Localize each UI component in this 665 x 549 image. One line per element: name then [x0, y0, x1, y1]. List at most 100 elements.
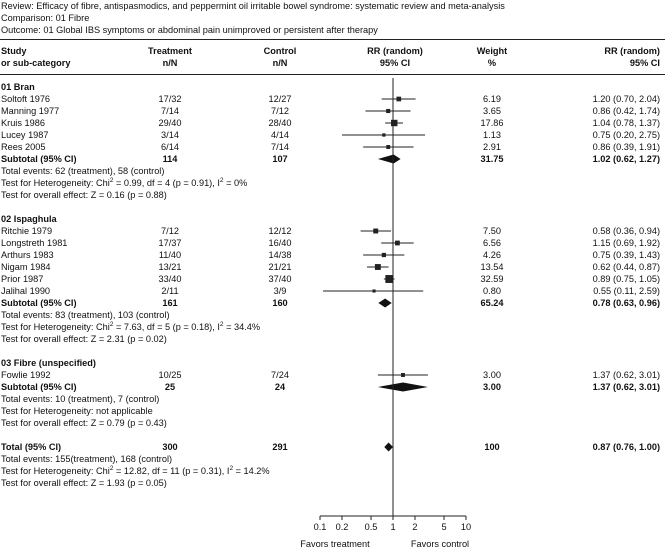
group-title: 02 Ispaghula — [1, 214, 57, 224]
subtotal-diamond — [377, 154, 401, 164]
x-tick-label: 2 — [412, 522, 417, 532]
weight-value: 13.54 — [480, 262, 504, 272]
rr-ci-value: 0.75 (0.39, 1.43) — [592, 250, 660, 260]
x-tick-label: 0.2 — [336, 522, 349, 532]
group-title: 01 Bran — [1, 82, 35, 92]
control-count: 7/24 — [271, 370, 289, 380]
weight-value: 4.26 — [483, 250, 501, 260]
rr-ci-value: 0.55 (0.11, 2.59) — [593, 286, 660, 296]
control-count: 12/27 — [268, 94, 292, 104]
treatment-count: 3/14 — [161, 130, 179, 140]
control-count: 28/40 — [268, 118, 292, 128]
treatment-count: 25 — [164, 382, 176, 392]
rr-ci-value: 0.86 (0.39, 1.91) — [592, 142, 660, 152]
header-bottom-rule — [0, 74, 665, 75]
col-rr-plot-header: RR (random) — [367, 46, 423, 56]
right-favors-label: Favors control — [410, 539, 470, 549]
rr-ci-value: 1.37 (0.62, 3.01) — [592, 382, 660, 392]
group-note: Test for Heterogeneity: Chi2 = 7.63, df … — [1, 320, 261, 332]
total-note: Test for overall effect: Z = 1.93 (p = 0… — [1, 478, 167, 488]
rr-ci-value: 0.87 (0.76, 1.00) — [592, 442, 660, 452]
group-note: Test for overall effect: Z = 0.79 (p = 0… — [1, 418, 167, 428]
subtotal-diamond — [377, 382, 428, 392]
group-note: Total events: 83 (treatment), 103 (contr… — [1, 310, 170, 320]
subtotal-label: Subtotal (95% CI) — [1, 298, 77, 308]
treatment-count: 7/14 — [161, 106, 179, 116]
study-name: Jalihal 1990 — [1, 286, 51, 296]
control-count: 37/40 — [268, 274, 292, 284]
control-count: 7/14 — [271, 142, 289, 152]
total-note: Total events: 155(treatment), 168 (contr… — [1, 454, 173, 464]
control-count: 107 — [272, 154, 288, 164]
rr-ci-value: 0.78 (0.63, 0.96) — [592, 298, 660, 308]
weight-value: 1.13 — [483, 130, 501, 140]
treatment-count: 17/37 — [158, 238, 182, 248]
col-control-header: Control — [263, 46, 297, 56]
control-count: 16/40 — [268, 238, 292, 248]
rr-ci-value: 1.37 (0.62, 3.01) — [592, 370, 660, 380]
header-top-rule — [0, 39, 665, 40]
col-rr-plot-header-sub: 95% CI — [379, 58, 411, 68]
weight-value: 2.91 — [483, 142, 501, 152]
study-name: Manning 1977 — [1, 106, 60, 116]
weight-value: 65.24 — [480, 298, 504, 308]
treatment-count: 300 — [162, 442, 178, 452]
treatment-count: 161 — [162, 298, 178, 308]
subtotal-label: Subtotal (95% CI) — [1, 382, 77, 392]
subtotal-label: Subtotal (95% CI) — [1, 154, 77, 164]
col-study-header: Study — [1, 46, 27, 56]
subtotal-diamond — [378, 298, 392, 308]
control-count: 3/9 — [273, 286, 287, 296]
control-count: 4/14 — [271, 130, 289, 140]
rr-ci-value: 0.86 (0.42, 1.74) — [592, 106, 660, 116]
rr-ci-value: 0.62 (0.44, 0.87) — [592, 262, 660, 272]
control-count: 160 — [272, 298, 288, 308]
col-control-header-sub: n/N — [272, 58, 288, 68]
effect-square — [382, 133, 386, 137]
rr-ci-value: 0.89 (0.75, 1.05) — [592, 274, 660, 284]
treatment-count: 17/32 — [158, 94, 182, 104]
weight-value: 100 — [484, 442, 500, 452]
total-note: Test for Heterogeneity: Chi2 = 12.82, df… — [1, 464, 270, 476]
col-rr-value-header: RR (random) — [604, 46, 660, 56]
review-title: Review: Efficacy of fibre, antispasmodic… — [1, 1, 505, 11]
x-tick-label: 0.1 — [314, 522, 327, 532]
treatment-count: 114 — [162, 154, 178, 164]
effect-square — [396, 96, 402, 102]
treatment-count: 13/21 — [158, 262, 182, 272]
weight-value: 3.00 — [483, 370, 501, 380]
rr-ci-value: 1.20 (0.70, 2.04) — [592, 94, 660, 104]
col-rr-value-header-sub: 95% CI — [629, 58, 660, 68]
weight-value: 17.86 — [480, 118, 504, 128]
treatment-count: 10/25 — [158, 370, 182, 380]
effect-square — [381, 252, 387, 258]
control-count: 291 — [272, 442, 288, 452]
left-favors-label: Favors treatment — [300, 539, 370, 549]
col-weight-header-sub: % — [487, 58, 497, 68]
study-name: Ritchie 1979 — [1, 226, 53, 236]
control-count: 12/12 — [268, 226, 292, 236]
effect-square — [391, 119, 398, 127]
group-note: Test for overall effect: Z = 2.31 (p = 0… — [1, 334, 167, 344]
col-treatment-header-sub: n/N — [162, 58, 178, 68]
rr-ci-value: 1.15 (0.69, 1.92) — [592, 238, 660, 248]
group-title: 03 Fibre (unspecified) — [1, 358, 96, 368]
col-weight-header: Weight — [476, 46, 508, 56]
control-count: 21/21 — [268, 262, 292, 272]
group-note: Test for Heterogeneity: not applicable — [1, 406, 153, 416]
study-name: Longstreth 1981 — [1, 238, 68, 248]
effect-square — [373, 228, 379, 234]
effect-square — [386, 108, 391, 114]
x-tick-label: 1 — [390, 522, 395, 532]
weight-value: 0.80 — [483, 286, 501, 296]
total-diamond — [384, 442, 393, 452]
study-name: Prior 1987 — [1, 274, 44, 284]
study-name: Lucey 1987 — [1, 130, 49, 140]
effect-square — [372, 289, 376, 293]
effect-square — [401, 373, 405, 377]
rr-ci-value: 1.02 (0.62, 1.27) — [592, 154, 660, 164]
control-count: 7/12 — [271, 106, 289, 116]
rr-ci-value: 1.04 (0.78, 1.37) — [592, 118, 660, 128]
col-study-header-sub: or sub-category — [1, 58, 71, 68]
